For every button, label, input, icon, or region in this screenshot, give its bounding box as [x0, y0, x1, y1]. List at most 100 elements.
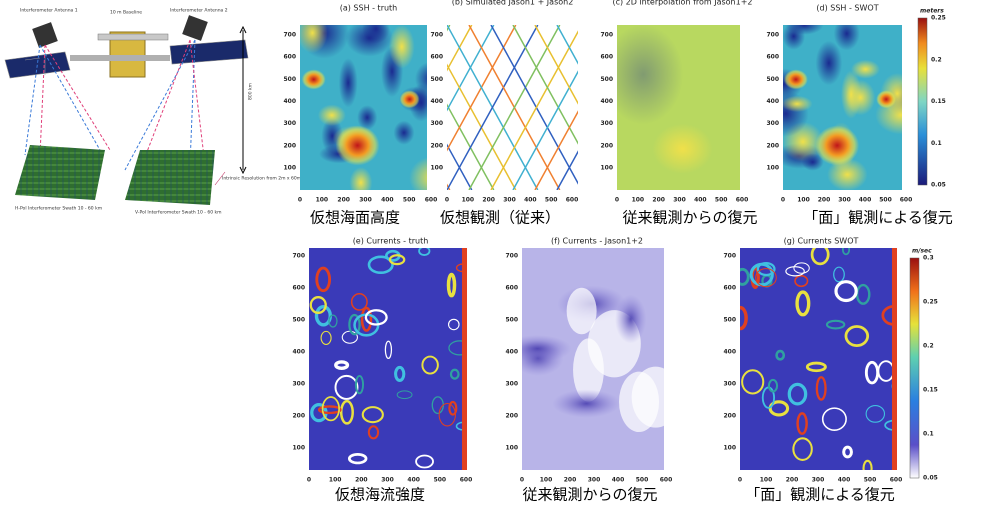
y-tick-label: 600: [430, 54, 443, 61]
swirl: [865, 404, 886, 423]
swirl: [862, 459, 873, 470]
swirl: [367, 255, 394, 275]
x-tick-label: 500: [864, 477, 877, 484]
swirl: [815, 376, 827, 401]
y-tick-label: 700: [723, 253, 736, 260]
y-tick-label: 500: [723, 317, 736, 324]
y-tick-label: 400: [283, 98, 296, 105]
blob: [566, 287, 597, 335]
y-tick-label: 700: [505, 253, 518, 260]
y-tick-label: 400: [766, 98, 779, 105]
heatmap-bg: [740, 248, 902, 470]
x-tick-label: 100: [462, 197, 475, 204]
x-tick-label: 600: [460, 477, 473, 484]
blob: [783, 25, 806, 50]
x-tick-label: 300: [359, 197, 372, 204]
swirl: [756, 261, 776, 277]
blob: [840, 70, 862, 119]
colorbar-tick-label: 0.1: [931, 140, 942, 147]
swirl: [768, 400, 790, 417]
swirl: [347, 453, 368, 465]
swirl: [350, 292, 368, 311]
swirl: [348, 313, 361, 336]
swirl: [740, 267, 750, 286]
coast: [897, 248, 902, 470]
swirl: [438, 402, 456, 427]
swirl: [787, 382, 808, 406]
blob: [317, 104, 346, 127]
track: [447, 25, 517, 152]
blob: [652, 123, 713, 174]
colorbar-unit: m/sec: [912, 248, 932, 255]
swirl: [328, 314, 338, 328]
x-tick-label: 400: [838, 477, 851, 484]
swirl: [415, 454, 434, 469]
label: 800 km: [248, 83, 254, 100]
swirl: [821, 407, 847, 431]
swirl: [795, 290, 811, 317]
x-tick-label: 100: [316, 197, 329, 204]
blob: [827, 158, 868, 190]
colorbar-tick-label: 0.15: [923, 387, 938, 394]
blob: [618, 371, 660, 433]
track: [447, 25, 539, 190]
y-tick-label: 500: [766, 76, 779, 83]
track: [534, 110, 578, 190]
y-tick-label: 300: [723, 381, 736, 388]
caption: 仮想海流強度: [335, 486, 425, 504]
y-tick-label: 200: [766, 142, 779, 149]
caption: 仮想海面高度: [310, 209, 400, 227]
blob: [815, 40, 843, 86]
y-tick-label: 700: [600, 32, 613, 39]
colorbar-tick-label: 0.2: [923, 343, 934, 350]
y-tick-label: 300: [430, 120, 443, 127]
y-tick-label: 600: [600, 54, 613, 61]
x-tick-label: 500: [434, 477, 447, 484]
label: H-Pol Interferometer Swath 10 - 60 km: [15, 206, 102, 212]
coast: [467, 248, 472, 470]
y-tick-label: 100: [283, 165, 296, 172]
x-tick-label: 400: [859, 197, 872, 204]
caption: 従来観測からの復元: [622, 209, 757, 227]
x-tick-label: 100: [632, 197, 645, 204]
swirl: [844, 325, 870, 347]
heatmap: [617, 25, 748, 190]
caption: 仮想観測（従来）: [440, 209, 560, 227]
swirl: [360, 306, 373, 332]
x-tick-label: 300: [381, 477, 394, 484]
x-tick-label: 500: [403, 197, 416, 204]
y-tick-label: 400: [292, 349, 305, 356]
blob: [362, 25, 390, 44]
swirl: [448, 400, 458, 416]
x-tick-label: 400: [381, 197, 394, 204]
y-tick-label: 700: [430, 32, 443, 39]
blob: [357, 105, 378, 130]
y-tick-label: 300: [292, 381, 305, 388]
y-tick-label: 500: [430, 76, 443, 83]
y-tick-label: 100: [430, 165, 443, 172]
y-tick-label: 100: [292, 445, 305, 452]
panel-title: (d) SSH - SWOT: [816, 4, 878, 13]
x-tick-label: 100: [540, 477, 553, 484]
caption: 「面」観測による復元: [745, 486, 895, 504]
x-tick-label: 600: [566, 197, 579, 204]
swirl: [796, 412, 808, 435]
x-tick-label: 0: [520, 477, 524, 484]
swirl: [793, 262, 810, 274]
colorbar-tick-label: 0.25: [931, 15, 946, 22]
x-tick-label: 0: [781, 197, 785, 204]
blob: [300, 25, 328, 54]
swirl: [321, 396, 340, 422]
swirl: [785, 266, 805, 277]
swirl: [449, 368, 460, 380]
y-tick-label: 600: [283, 54, 296, 61]
colorbar-unit: meters: [920, 8, 944, 15]
y-tick-label: 200: [292, 413, 305, 420]
label: Interferometer Antenna 1: [20, 8, 78, 14]
track: [512, 70, 578, 190]
swirl: [446, 272, 457, 298]
y-tick-label: 700: [283, 32, 296, 39]
x-tick-label: 300: [503, 197, 516, 204]
panel-title: (a) SSH - truth: [340, 4, 398, 13]
blob: [393, 120, 415, 145]
